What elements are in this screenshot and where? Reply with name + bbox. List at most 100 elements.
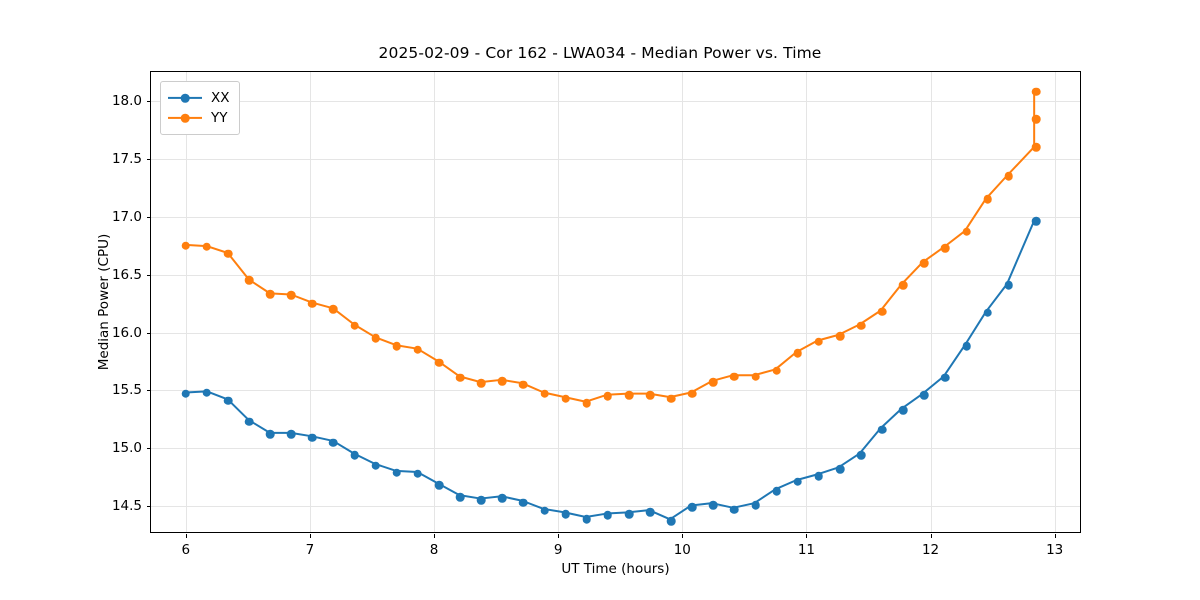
- data-point-xx: [624, 510, 634, 519]
- legend-swatch-xx: [168, 91, 202, 105]
- legend-label-yy: YY: [211, 110, 228, 126]
- data-point-xx: [666, 516, 676, 526]
- y-tick: [147, 100, 151, 102]
- x-gridline: [185, 72, 187, 532]
- data-point-xx: [751, 500, 760, 510]
- data-point-yy: [286, 291, 296, 300]
- y-tick: [147, 216, 151, 218]
- data-point-yy: [265, 290, 275, 299]
- y-tick-label: 17.5: [111, 150, 142, 167]
- x-tick: [1054, 534, 1056, 538]
- y-gridline: [151, 332, 1080, 334]
- x-gridline: [806, 72, 808, 532]
- y-gridline: [151, 448, 1080, 450]
- data-point-xx: [329, 438, 338, 447]
- data-point-yy: [1031, 115, 1041, 124]
- legend-swatch-yy: [168, 111, 202, 125]
- data-point-yy: [624, 390, 634, 400]
- data-point-yy: [983, 195, 992, 204]
- data-point-yy: [413, 345, 423, 355]
- data-point-xx: [962, 342, 971, 351]
- data-point-yy: [1031, 87, 1041, 96]
- y-gridline: [151, 274, 1080, 276]
- x-tick-label: 12: [921, 542, 940, 558]
- data-point-xx: [983, 308, 992, 318]
- y-gridline: [151, 100, 1080, 102]
- plot-area: XX YY 6 7 8 9 10 11 12 13 14.5 15.0 15.5 16.0 16.5 17…: [112, 71, 1081, 558]
- x-tick: [434, 534, 436, 538]
- data-point-xx: [645, 507, 655, 517]
- y-tick-label: 15.5: [111, 382, 142, 399]
- x-tick-label: 10: [673, 542, 691, 558]
- data-point-xx: [244, 417, 254, 426]
- data-point-yy: [814, 337, 824, 347]
- data-point-yy: [1031, 142, 1041, 152]
- y-gridline: [151, 158, 1080, 160]
- data-point-xx: [519, 498, 528, 508]
- x-tick-label: 11: [797, 542, 816, 558]
- data-point-xx: [455, 492, 465, 502]
- x-tick-label: 9: [553, 542, 563, 558]
- y-tick-label: 16.5: [111, 266, 142, 283]
- data-point-yy: [687, 389, 697, 399]
- data-point-yy: [793, 349, 803, 358]
- x-tick-label: 8: [429, 542, 439, 558]
- data-point-xx: [687, 503, 697, 512]
- x-gridline: [558, 72, 560, 532]
- x-tick: [185, 534, 187, 538]
- data-point-yy: [181, 241, 191, 250]
- data-point-xx: [877, 425, 887, 435]
- x-tick: [682, 534, 684, 538]
- legend-item-xx[interactable]: XX: [168, 88, 230, 108]
- data-point-xx: [223, 396, 233, 406]
- y-tick: [147, 448, 151, 450]
- data-point-xx: [835, 464, 845, 474]
- x-axis-label: UT Time (hours): [561, 561, 670, 577]
- data-point-yy: [645, 390, 655, 400]
- chart-legend[interactable]: XX YY: [160, 81, 240, 135]
- data-point-yy: [519, 380, 528, 389]
- data-point-yy: [856, 321, 866, 330]
- data-point-xx: [941, 373, 950, 382]
- y-tick-label: 18.0: [111, 92, 142, 109]
- y-tick-label: 15.0: [111, 440, 142, 457]
- data-point-xx: [350, 450, 359, 460]
- x-gridline: [682, 72, 684, 532]
- data-point-xx: [814, 471, 824, 481]
- data-point-yy: [350, 321, 359, 330]
- data-point-yy: [202, 242, 212, 252]
- data-point-yy: [962, 227, 971, 237]
- data-point-xx: [498, 493, 507, 503]
- y-tick: [147, 332, 151, 334]
- data-point-yy: [455, 373, 465, 382]
- data-point-yy: [392, 342, 402, 351]
- y-tick: [147, 158, 151, 160]
- data-point-xx: [793, 477, 803, 487]
- data-point-yy: [434, 358, 444, 367]
- data-point-xx: [434, 481, 444, 490]
- y-tick: [147, 390, 151, 392]
- data-point-yy: [476, 379, 486, 388]
- data-point-yy: [540, 389, 549, 399]
- data-point-yy: [666, 394, 676, 403]
- data-point-yy: [371, 334, 380, 343]
- data-point-yy: [772, 366, 781, 376]
- y-tick-label: 17.0: [111, 208, 142, 225]
- data-point-yy: [308, 299, 317, 308]
- data-point-yy: [244, 276, 254, 285]
- data-point-yy: [223, 249, 233, 259]
- data-point-xx: [540, 506, 549, 516]
- x-tick-label: 13: [1046, 542, 1064, 558]
- x-tick: [930, 534, 932, 538]
- data-point-xx: [898, 405, 908, 415]
- data-point-xx: [561, 510, 570, 519]
- data-point-xx: [371, 461, 380, 470]
- legend-item-yy[interactable]: YY: [168, 108, 230, 128]
- data-point-xx: [709, 500, 718, 510]
- y-gridline: [151, 390, 1080, 392]
- x-tick-label: 7: [305, 542, 315, 558]
- data-point-yy: [582, 398, 591, 408]
- x-gridline: [930, 72, 932, 532]
- series-markers: [151, 72, 1080, 532]
